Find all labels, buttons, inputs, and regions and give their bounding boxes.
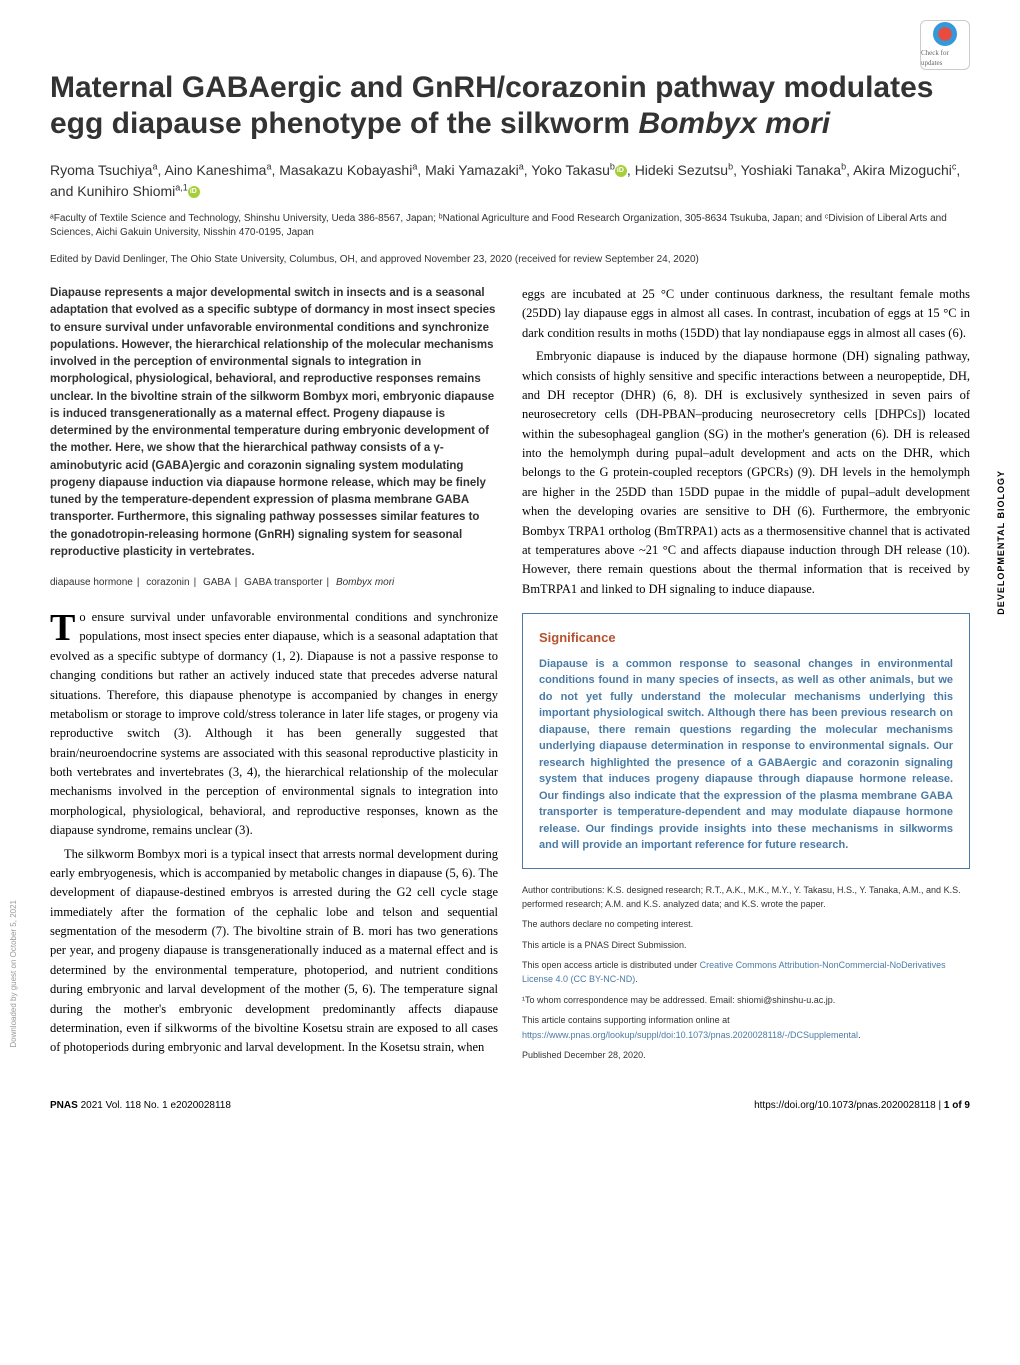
significance-box: Significance Diapause is a common respon… — [522, 613, 970, 869]
correspondence: ¹To whom correspondence may be addressed… — [522, 993, 970, 1007]
check-updates-badge[interactable]: Check for updates — [920, 20, 970, 70]
published-date: Published December 28, 2020. — [522, 1048, 970, 1062]
affiliations: ᵃFaculty of Textile Science and Technolo… — [50, 212, 970, 240]
title-species: Bombyx mori — [638, 107, 830, 140]
edited-by: Edited by David Denlinger, The Ohio Stat… — [50, 252, 970, 267]
abstract: Diapause represents a major developmenta… — [50, 285, 498, 561]
keyword: corazonin — [146, 577, 189, 588]
section-label: DEVELOPMENTAL BIOLOGY — [995, 470, 1009, 615]
article-title: Maternal GABAergic and GnRH/corazonin pa… — [50, 70, 970, 142]
author-contributions: Author contributions: K.S. designed rese… — [522, 883, 970, 912]
competing-interest: The authors declare no competing interes… — [522, 917, 970, 931]
significance-text: Diapause is a common response to seasona… — [539, 656, 953, 854]
significance-heading: Significance — [539, 628, 953, 648]
footer-left: PNAS 2021 Vol. 118 No. 1 e2020028118 — [50, 1098, 231, 1113]
keywords: diapause hormone| corazonin| GABA| GABA … — [50, 575, 498, 590]
supporting-info: This article contains supporting informa… — [522, 1013, 970, 1042]
orcid-icon[interactable] — [615, 165, 627, 177]
license: This open access article is distributed … — [522, 958, 970, 987]
paragraph: o ensure survival under unfavorable envi… — [50, 610, 498, 837]
paragraph: The silkworm Bombyx mori is a typical in… — [50, 845, 498, 1058]
download-info: Downloaded by guest on October 5, 2021 — [8, 900, 20, 1048]
keyword: GABA transporter — [244, 577, 322, 588]
check-updates-label: Check for updates — [921, 48, 969, 69]
author-list: Ryoma Tsuchiyaa, Aino Kaneshimaa, Masaka… — [50, 160, 970, 202]
supporting-link[interactable]: https://www.pnas.org/lookup/suppl/doi:10… — [522, 1030, 858, 1040]
orcid-icon[interactable] — [188, 186, 200, 198]
paragraph: Embryonic diapause is induced by the dia… — [522, 347, 970, 599]
check-updates-icon — [933, 22, 957, 46]
dropcap: T — [50, 608, 79, 644]
article-metadata: Author contributions: K.S. designed rese… — [522, 883, 970, 1063]
paragraph: eggs are incubated at 25 °C under contin… — [522, 285, 970, 343]
keyword: Bombyx mori — [336, 577, 394, 588]
page-footer: PNAS 2021 Vol. 118 No. 1 e2020028118 htt… — [50, 1098, 970, 1113]
footer-right: https://doi.org/10.1073/pnas.2020028118 … — [754, 1098, 970, 1113]
direct-submission: This article is a PNAS Direct Submission… — [522, 938, 970, 952]
body-text-left: To ensure survival under unfavorable env… — [50, 608, 498, 1058]
keyword: diapause hormone — [50, 577, 133, 588]
body-text-right: eggs are incubated at 25 °C under contin… — [522, 285, 970, 599]
keyword: GABA — [203, 577, 231, 588]
